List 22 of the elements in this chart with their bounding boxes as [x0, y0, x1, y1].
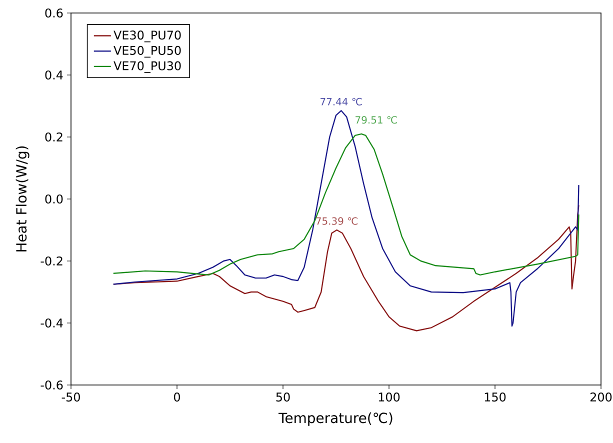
annotation: 75.39 ℃	[316, 217, 358, 225]
y-tick-label: 0.6	[45, 8, 63, 18]
x-tick-label: 100	[378, 392, 400, 402]
annotation: 77.44 ℃	[320, 98, 362, 106]
y-tick-label: 0.0	[45, 194, 63, 204]
x-axis-title: Temperature(℃)	[278, 412, 392, 426]
annotation: 79.51 ℃	[356, 116, 397, 124]
legend-label: VE50_PU50	[114, 46, 181, 58]
y-tick-label: -0.4	[40, 318, 63, 328]
x-tick-label: 200	[590, 392, 612, 402]
y-tick-label: -0.6	[40, 380, 63, 390]
legend-label: VE30_PU70	[114, 30, 181, 42]
y-tick-label: 0.2	[45, 132, 62, 142]
y-tick-label: 0.4	[45, 70, 63, 80]
x-tick-label: 150	[484, 392, 506, 402]
x-tick-label: 0	[174, 392, 180, 402]
legend-label: VE70_PU30	[114, 61, 181, 73]
line-series	[112, 133, 580, 276]
x-tick-label: -50	[62, 392, 80, 402]
y-tick-label: -0.2	[40, 256, 62, 266]
y-axis-title: Heat Flow(W/g)	[16, 146, 30, 252]
x-tick-label: 50	[276, 392, 290, 402]
